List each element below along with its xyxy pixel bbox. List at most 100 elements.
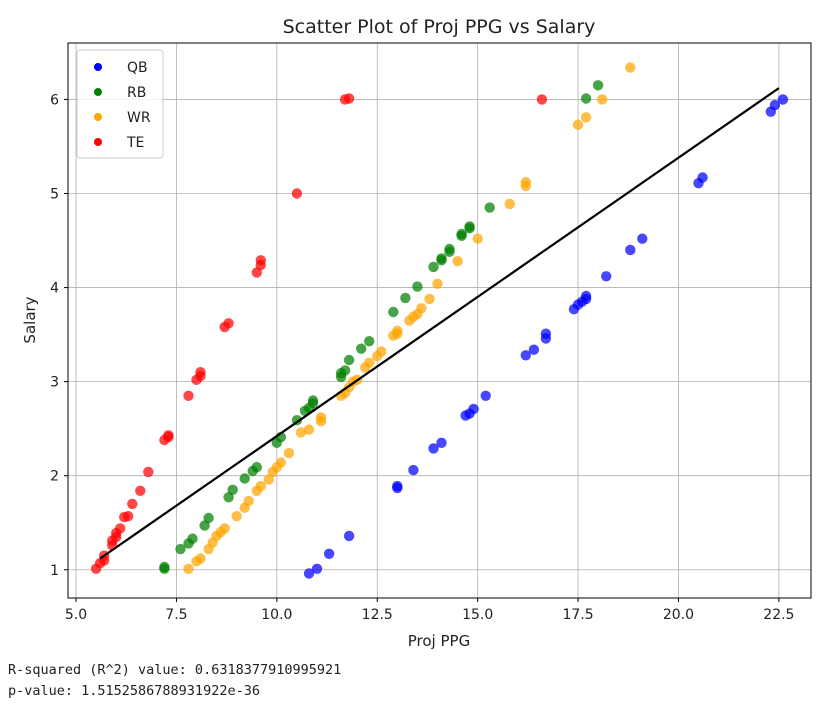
data-point-wr	[195, 553, 206, 564]
y-tick-label: 6	[50, 92, 59, 108]
data-point-rb	[580, 93, 592, 104]
legend-marker-rb	[94, 88, 102, 96]
data-point-wr	[416, 303, 427, 314]
data-point-qb	[392, 480, 403, 492]
data-point-qb	[580, 290, 592, 302]
data-point-wr	[255, 480, 266, 492]
data-point-te	[183, 390, 194, 401]
data-point-rb	[339, 365, 351, 376]
data-point-wr	[432, 278, 443, 289]
data-point-wr	[303, 424, 315, 435]
data-point-rb	[356, 343, 367, 354]
data-point-qb	[520, 350, 531, 361]
data-point-qb	[303, 568, 315, 579]
data-point-rb	[175, 543, 186, 555]
data-point-qb	[323, 548, 335, 559]
data-point-wr	[315, 412, 327, 423]
y-tick-label: 5	[50, 187, 59, 203]
y-tick-label: 4	[50, 281, 59, 297]
data-point-te	[127, 498, 138, 510]
plot-frame	[67, 42, 812, 599]
data-point-qb	[436, 437, 447, 448]
data-point-wr	[275, 457, 287, 468]
data-point-rb	[343, 354, 355, 366]
data-point-wr	[424, 293, 435, 305]
data-point-wr	[243, 495, 254, 507]
data-point-rb	[428, 261, 439, 273]
p-value-text: p-value: 1.5152586788931922e-36	[8, 683, 260, 699]
data-point-qb	[528, 344, 540, 355]
regression-line	[99, 87, 780, 560]
legend-label-qb: QB	[127, 60, 148, 76]
data-point-wr	[231, 511, 242, 522]
y-tick-label: 1	[50, 563, 59, 579]
legend-box	[76, 49, 164, 159]
legend-marker-te	[94, 138, 102, 146]
regression-line-layer	[99, 87, 780, 560]
data-point-wr	[580, 112, 592, 123]
data-point-te	[163, 430, 174, 441]
data-point-qb	[540, 328, 552, 339]
data-point-wr	[504, 198, 515, 210]
data-point-rb	[187, 533, 198, 544]
legend-label-rb: RB	[127, 85, 146, 101]
data-point-rb	[436, 253, 447, 264]
data-point-rb	[592, 80, 604, 91]
axes: 5.0 7.5 10.0 12.5 15.0 17.5 20.0 22.5 1 2 3 4 5 6	[50, 92, 794, 623]
data-point-rb	[159, 561, 170, 573]
data-point-rb	[444, 243, 455, 255]
data-point-wr	[472, 233, 483, 244]
data-point-te	[143, 466, 154, 478]
data-point-te	[135, 485, 146, 496]
data-point-te	[536, 94, 548, 105]
data-point-qb	[480, 390, 491, 401]
data-point-qb	[343, 530, 355, 542]
data-point-qb	[428, 443, 439, 454]
legend: QB RB WR TE	[76, 49, 164, 159]
data-point-rb	[412, 281, 423, 292]
data-point-wr	[283, 447, 295, 459]
data-point-rb	[484, 202, 495, 213]
data-point-rb	[400, 292, 411, 304]
data-point-rb	[456, 228, 467, 240]
legend-label-te: TE	[126, 135, 144, 151]
data-point-wr	[364, 357, 375, 368]
data-point-wr	[392, 325, 403, 336]
data-point-wr	[520, 177, 531, 188]
r-squared-text: R-squared (R^2) value: 0.631837791099592…	[8, 662, 342, 678]
legend-marker-qb	[94, 63, 102, 71]
data-point-te	[255, 255, 266, 266]
y-axis-label: Salary	[21, 296, 39, 343]
x-axis-label: Proj PPG	[408, 632, 470, 650]
data-point-rb	[227, 484, 238, 495]
data-point-qb	[468, 403, 479, 415]
scatter-chart: 5.0 7.5 10.0 12.5 15.0 17.5 20.0 22.5 1 2 3 4 5 6 Sca…	[21, 16, 812, 650]
data-point-qb	[601, 271, 612, 282]
x-tick-label: 5.0	[65, 607, 87, 623]
data-point-qb	[311, 563, 323, 574]
data-point-rb	[203, 512, 214, 524]
x-tick-label: 17.5	[562, 607, 593, 623]
data-point-te	[115, 523, 126, 534]
data-point-qb	[625, 244, 636, 256]
legend-marker-wr	[94, 113, 102, 121]
x-tick-label: 7.5	[165, 607, 187, 623]
data-point-rb	[364, 336, 375, 347]
data-point-wr	[572, 119, 584, 130]
plot-area	[68, 43, 811, 598]
data-point-te	[195, 367, 206, 378]
data-point-rb	[239, 473, 250, 484]
data-point-rb	[251, 462, 262, 473]
y-tick-label: 2	[50, 469, 59, 485]
data-point-wr	[183, 563, 194, 574]
x-tick-label: 22.5	[763, 607, 794, 623]
data-point-wr	[625, 62, 636, 73]
data-point-te	[291, 188, 303, 199]
data-point-rb	[307, 395, 319, 406]
data-point-wr	[597, 94, 608, 105]
x-tick-label: 12.5	[362, 607, 393, 623]
data-point-qb	[769, 99, 781, 111]
data-point-rb	[388, 306, 399, 318]
data-point-wr	[219, 523, 230, 534]
data-point-qb	[408, 464, 419, 476]
